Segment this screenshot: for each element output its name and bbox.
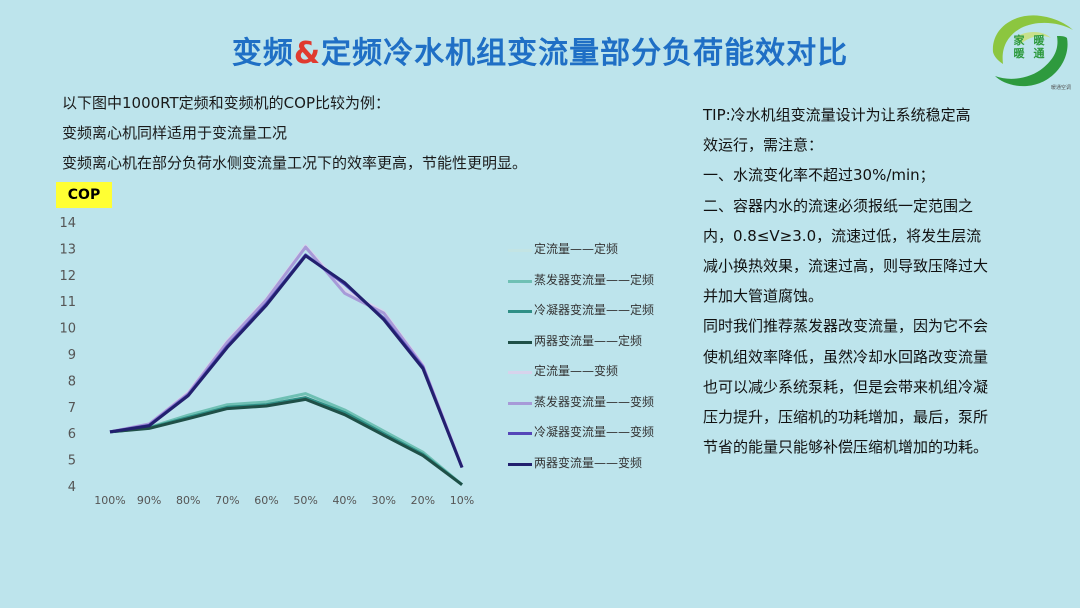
legend-swatch: [508, 310, 532, 313]
legend-label: 蒸发器变流量——变频: [534, 394, 655, 409]
tip-notes: TIP:冷水机组变流量设计为让系统稳定高 效运行，需注意： 一、水流变化率不超过…: [703, 100, 1053, 462]
logo-char: 暖: [1033, 34, 1045, 47]
legend-label: 定流量——变频: [534, 364, 619, 378]
legend-label: 冷凝器变流量——变频: [534, 425, 655, 439]
intro-text: 以下图中1000RT定频和变频机的COP比较为例： 变频离心机同样适用于变流量工…: [62, 88, 527, 178]
tip-line: 使机组效率降低，虽然冷却水回路改变流量: [703, 347, 989, 366]
tip-line: 并加大管道腐蚀。: [703, 287, 824, 306]
legend-swatch: [508, 371, 532, 374]
logo-caption: 暖通空调: [1051, 85, 1072, 91]
tip-line: 压力提升，压缩机的功耗增加，最后，泵所: [703, 408, 989, 427]
series-line: [109, 254, 464, 469]
series-line: [109, 392, 463, 486]
title-part1: 变频: [231, 36, 294, 71]
x-tick-label: 10%: [450, 494, 474, 507]
tip-line: 效运行，需注意：: [703, 136, 824, 155]
tip-line: 二、容器内水的流速必须报纸一定范围之: [703, 196, 974, 215]
title-part2: 定频冷水机组变流量部分负荷能效对比: [321, 36, 849, 71]
y-tick-label: 12: [59, 269, 76, 284]
x-tick-label: 90%: [137, 494, 161, 507]
tip-line: 一、水流变化率不超过30%/min；: [703, 166, 935, 185]
y-tick-label: 10: [59, 322, 76, 337]
legend-swatch: [508, 432, 532, 435]
title-ampersand: &: [293, 36, 322, 71]
intro-line: 变频离心机在部分负荷水侧变流量工况下的效率更高，节能性更明显。: [62, 154, 528, 172]
y-tick-label: 9: [68, 348, 76, 363]
series-line: [109, 253, 464, 469]
series-line: [109, 396, 463, 486]
cop-line-chart: 4 5 6 7 8 9 10 11 12 13 14 100% 90% 80% 70% 60% 50% 40% 30…: [59, 216, 474, 507]
y-tick-label: 8: [68, 374, 76, 389]
legend-label: 冷凝器变流量——定频: [534, 303, 655, 317]
y-tick-label: 7: [68, 401, 76, 416]
x-tick-label: 30%: [372, 494, 396, 507]
y-tick-label: 5: [68, 454, 76, 469]
x-tick-label: 60%: [254, 494, 278, 507]
x-tick-label: 70%: [215, 494, 239, 507]
tip-line: 同时我们推荐蒸发器改变流量，因为它不会: [703, 317, 989, 336]
y-tick-label: 11: [59, 295, 76, 310]
brand-logo: 家 暖 暖 通: [985, 8, 1075, 92]
tip-line: 内，0.8≤V≥3.0，流速过低，将发生层流: [703, 226, 982, 245]
x-tick-label: 80%: [176, 494, 200, 507]
x-tick-label: 50%: [293, 494, 317, 507]
legend-swatch: [508, 462, 532, 466]
y-axis-label: COP: [56, 182, 112, 208]
legend-swatch: [508, 279, 532, 283]
y-tick-label: 4: [68, 480, 76, 495]
intro-line: 以下图中1000RT定频和变频机的COP比较为例：: [62, 94, 390, 112]
x-tick-label: 20%: [411, 494, 435, 507]
legend-label: 定流量——定频: [534, 242, 619, 256]
page-title: 变频&定频冷水机组变流量部分负荷能效对比: [0, 28, 1080, 72]
series-line: [109, 397, 463, 486]
y-tick-label: 13: [59, 242, 76, 257]
legend-swatch: [508, 249, 532, 252]
logo-char: 家: [1013, 34, 1025, 47]
legend-swatch: [508, 401, 532, 405]
y-tick-label: 6: [68, 427, 76, 442]
x-tick-label: 40%: [332, 494, 356, 507]
logo-char: 暖: [1013, 47, 1025, 60]
legend-swatch: [508, 340, 532, 344]
legend-label: 蒸发器变流量——定频: [534, 272, 655, 287]
tip-line: 减小换热效果，流速过高，则导致压降过大: [703, 257, 989, 276]
series-line: [109, 393, 463, 486]
x-tick-label: 100%: [94, 494, 125, 507]
y-tick-label: 14: [59, 216, 76, 231]
logo-char: 通: [1033, 47, 1045, 60]
intro-line: 变频离心机同样适用于变流量工况: [62, 124, 288, 142]
tip-line: 也可以减少系统泵耗，但是会带来机组冷凝: [703, 377, 989, 396]
tip-line: 节省的能量只能够补偿压缩机增加的功耗。: [703, 438, 989, 457]
legend-label: 两器变流量——定频: [534, 333, 643, 348]
leaf-logo-icon: [992, 15, 1073, 87]
tip-line: TIP:冷水机组变流量设计为让系统稳定高: [703, 106, 971, 124]
legend-label: 两器变流量——变频: [534, 455, 643, 470]
